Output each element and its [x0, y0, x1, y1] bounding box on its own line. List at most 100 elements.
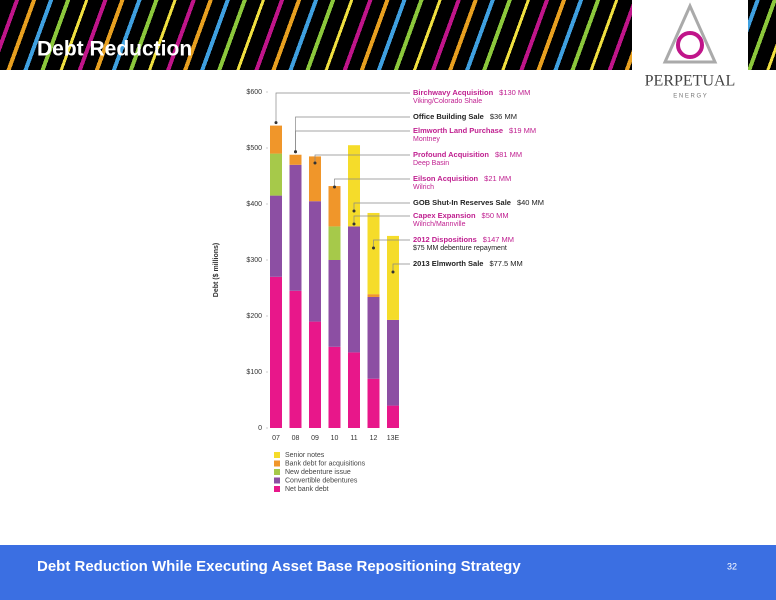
annotation-amount: $36 MM [490, 112, 517, 121]
annotation-note: Wilrich/Mannville [413, 221, 466, 228]
footer-band [0, 545, 776, 600]
annotation-title: 2012 Dispositions $147 MM [413, 235, 514, 244]
bar-segment [367, 294, 380, 297]
leader-line [373, 239, 410, 248]
bar-segment [348, 226, 360, 353]
y-tick-label: 0 [258, 425, 262, 432]
bar-segment [289, 290, 302, 428]
bar-segment [309, 201, 321, 322]
leader-dot [372, 246, 375, 250]
annotation-name: Office Building Sale [413, 112, 484, 121]
annotation-note: Viking/Colorado Shale [413, 98, 482, 105]
bar-segment [367, 296, 380, 379]
annotation-title: Elmworth Land Purchase $19 MM [413, 126, 536, 135]
legend-label: New debenture issue [285, 469, 351, 476]
annotation-title: Capex Expansion $50 MM [413, 211, 509, 220]
annotation-note: $75 MM debenture repayment [413, 245, 507, 252]
annotation-name: Elmworth Land Purchase [413, 126, 503, 135]
annotation-amount: $147 MM [483, 235, 514, 244]
annotation-note: Deep Basin [413, 160, 449, 167]
annotation-title: Eilson Acquisition $21 MM [413, 174, 511, 183]
annotation-name: 2013 Elmworth Sale [413, 259, 483, 268]
leader-line [314, 154, 410, 163]
legend-swatch [274, 477, 280, 484]
bar-segment [328, 260, 341, 347]
bar-segment [367, 212, 380, 295]
x-tick-label: 13E [387, 435, 400, 442]
y-tick-label: $500 [246, 145, 262, 152]
legend-swatch [274, 469, 280, 475]
bar-segment [289, 154, 302, 165]
bar-segment [289, 164, 302, 291]
logo-mark [662, 2, 718, 64]
leader-dot [352, 209, 356, 213]
annotation-amount: $81 MM [495, 150, 522, 159]
legend-label: Bank debt for acquisitions [285, 460, 366, 467]
bar-segment [348, 352, 360, 428]
logo-ring [676, 31, 704, 59]
x-tick-label: 11 [350, 435, 357, 442]
leader-line [295, 130, 410, 152]
bar-segment [387, 235, 399, 320]
legend-label: Convertible debentures [285, 477, 358, 484]
annotation-amount: $40 MM [517, 198, 544, 207]
y-tick-label: $200 [246, 313, 262, 320]
leader-line [275, 92, 410, 123]
annotation-title: Office Building Sale $36 MM [413, 112, 517, 121]
annotation-note: Montney [413, 136, 440, 143]
annotation-name: Eilson Acquisition [413, 174, 479, 183]
x-tick-label: 12 [370, 435, 378, 442]
annotation-name: Capex Expansion [413, 211, 476, 220]
annotation-name: Birchwavy Acquisition [413, 88, 494, 97]
y-tick-label: $100 [246, 369, 262, 376]
annotation-name: 2012 Dispositions [413, 235, 477, 244]
legend-swatch [274, 486, 280, 492]
logo-name: PERPETUAL [645, 73, 736, 90]
annotation-amount: $21 MM [484, 174, 511, 183]
annotation-title: GOB Shut-In Reserves Sale $40 MM [413, 198, 544, 207]
annotation-title: Profound Acquisition $81 MM [413, 150, 522, 159]
bar-segment [270, 125, 282, 154]
x-tick-label: 08 [292, 435, 300, 442]
page-number: 32 [727, 561, 737, 571]
legend-swatch [274, 460, 280, 467]
bar-segment [328, 186, 341, 227]
slide-title: Debt Reduction [37, 38, 192, 61]
x-tick-label: 10 [331, 435, 339, 442]
bar-segment [270, 195, 282, 277]
x-tick-label: 09 [311, 435, 319, 442]
annotation-note: Wilrich [413, 184, 434, 191]
legend-swatch [274, 452, 280, 458]
leader-line [353, 215, 410, 224]
annotation-amount: $50 MM [482, 211, 509, 220]
annotation-amount: $19 MM [509, 126, 536, 135]
bar-segment [348, 145, 360, 227]
legend-label: Senior notes [285, 452, 325, 459]
annotation-name: Profound Acquisition [413, 150, 489, 159]
logo-sub: E N E R G Y [673, 94, 707, 100]
x-tick-label: 07 [272, 435, 280, 442]
bar-segment [387, 405, 399, 428]
y-tick-label: $400 [246, 201, 262, 208]
annotation-title: Birchwavy Acquisition $130 MM [413, 88, 530, 97]
y-tick-label: $600 [246, 89, 262, 96]
bar-segment [387, 319, 399, 406]
legend-label: Net bank debt [285, 486, 329, 493]
bar-segment [270, 276, 282, 428]
bar-segment [328, 226, 341, 260]
leader-dot [313, 161, 317, 165]
logo-box [632, 0, 748, 100]
annotation-title: 2013 Elmworth Sale $77.5 MM [413, 259, 523, 268]
annotation-amount: $77.5 MM [489, 259, 522, 268]
bar-segment [367, 378, 380, 428]
y-tick-label: $300 [246, 257, 262, 264]
bar-segment [270, 153, 282, 196]
bar-segment [309, 321, 321, 428]
bar-segment [309, 156, 321, 202]
leader-line [353, 202, 410, 211]
leader-dot [391, 270, 395, 274]
bar-segment [328, 346, 341, 428]
y-axis-label: Debt ($ millions) [213, 243, 220, 297]
